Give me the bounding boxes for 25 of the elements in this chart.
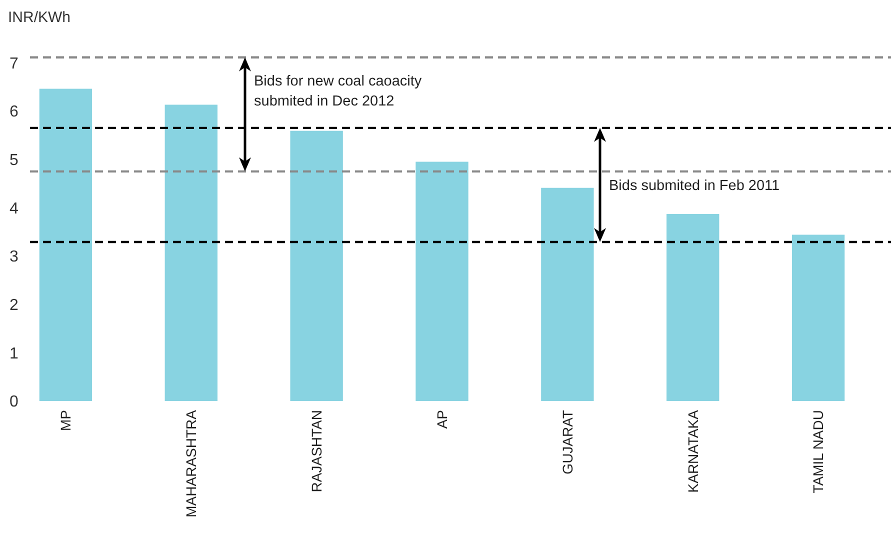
y-tick-label: 2: [10, 296, 19, 314]
x-tick-label: KARNATAKA: [684, 409, 701, 493]
bar: [666, 214, 720, 401]
y-tick-label: 1: [10, 345, 19, 362]
bar: [416, 162, 468, 401]
x-tick-label: GUJARAT: [559, 410, 576, 474]
y-tick-label: 0: [10, 394, 19, 411]
bar: [541, 188, 594, 401]
x-tick-label: AP: [434, 410, 450, 429]
y-axis-title: INR/KWh: [8, 9, 71, 26]
x-tick-label: MAHARASHTRA: [183, 409, 200, 518]
y-tick-label: 4: [10, 200, 19, 218]
y-tick-label: 7: [10, 55, 19, 72]
bar: [39, 88, 92, 401]
annotation: Bids for new coal caoacity submited in Dec 2012: [254, 73, 422, 110]
y-tick-label: 6: [10, 104, 19, 121]
y-tick-label: 3: [10, 248, 19, 266]
bar: [164, 104, 218, 401]
annotation: Bids submited in Feb 2011: [609, 178, 780, 194]
bar: [792, 234, 845, 401]
bar: [290, 130, 343, 401]
x-tick-label: RAJASHTAN: [308, 410, 324, 492]
y-tick-label: 5: [10, 152, 19, 169]
x-tick-label: MP: [58, 410, 74, 431]
x-tick-label: TAMIL NADU: [810, 410, 826, 494]
